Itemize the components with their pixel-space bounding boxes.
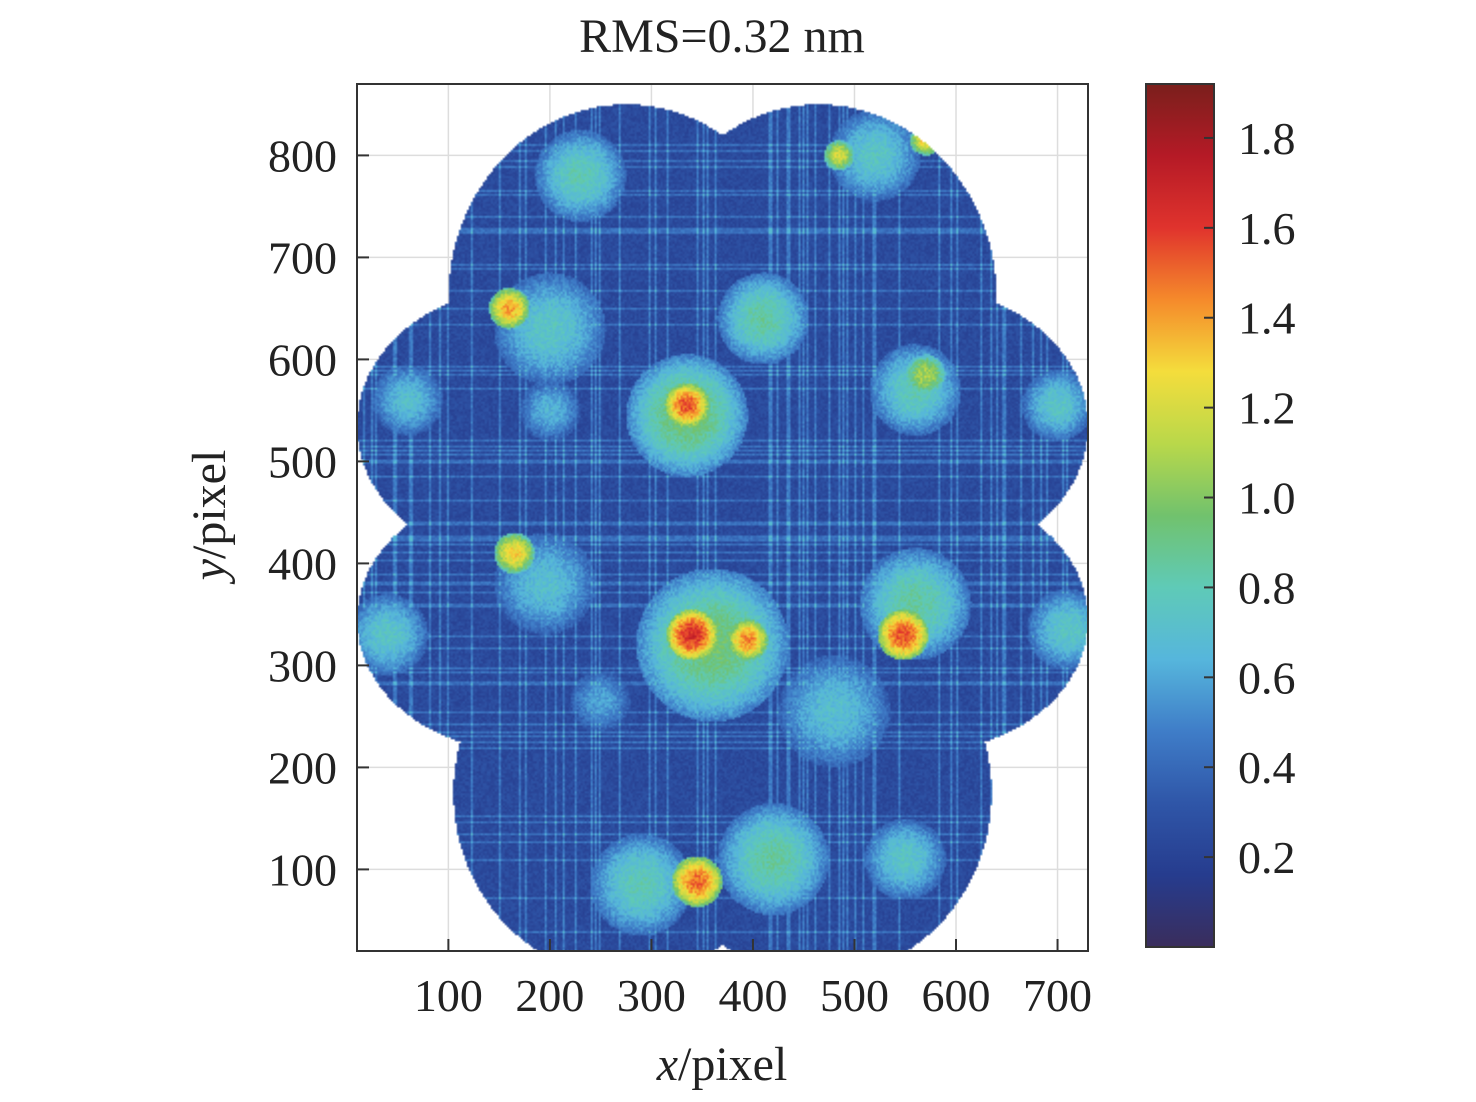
colorbar-tick-label: 1.8 [1238,113,1296,164]
y-tick-label: 100 [268,844,337,895]
colorbar-frame [1145,83,1215,948]
plot-area: 100 200 300 400 500 600 700 100 200 300 400 500 600… [268,83,1092,1021]
colorbar: 0.2 0.4 0.6 0.8 1.0 1.2 1.4 1.6 1.8 [1145,83,1296,948]
x-tick-label: 300 [617,970,686,1021]
colorbar-tick-label: 1.6 [1238,203,1296,254]
x-tick-label: 600 [922,970,991,1021]
y-tick-label: 800 [268,130,337,181]
chart-title: RMS=0.32 nm [579,10,865,63]
heatmap-image [357,84,1088,951]
y-tick-label: 700 [268,232,337,283]
x-tick-label: 100 [414,970,483,1021]
x-tick-label: 400 [718,970,787,1021]
y-axis-label-unit: /pixel [183,450,236,559]
colorbar-ticks: 0.2 0.4 0.6 0.8 1.0 1.2 1.4 1.6 1.8 [1204,113,1296,883]
x-tick-label: 700 [1023,970,1092,1021]
colorbar-tick-label: 1.2 [1238,383,1296,434]
colorbar-tick-label: 1.0 [1238,473,1296,524]
y-tick-label: 200 [268,742,337,793]
y-tick-label: 300 [268,640,337,691]
x-axis-label-unit: /pixel [678,1038,787,1091]
x-tick-label: 200 [515,970,584,1021]
colorbar-tick-label: 0.6 [1238,652,1296,703]
y-tick-label: 600 [268,334,337,385]
y-axis-label-var: y [183,558,236,585]
y-axis-label: y/pixel [183,450,236,586]
x-tick-label: 500 [820,970,889,1021]
x-axis-ticks: 100 200 300 400 500 600 700 [414,939,1092,1021]
colorbar-tick-label: 0.4 [1238,742,1296,793]
y-axis-ticks: 100 200 300 400 500 600 700 800 [268,130,369,895]
y-tick-label: 400 [268,538,337,589]
x-axis-label: x/pixel [656,1038,788,1091]
colorbar-tick-label: 1.4 [1238,293,1296,344]
colorbar-tick-label: 0.2 [1238,832,1296,883]
y-tick-label: 500 [268,436,337,487]
plot-frame [356,83,1089,952]
colorbar-gradient [1146,84,1214,947]
x-axis-label-var: x [656,1038,678,1091]
colorbar-tick-label: 0.8 [1238,562,1296,613]
